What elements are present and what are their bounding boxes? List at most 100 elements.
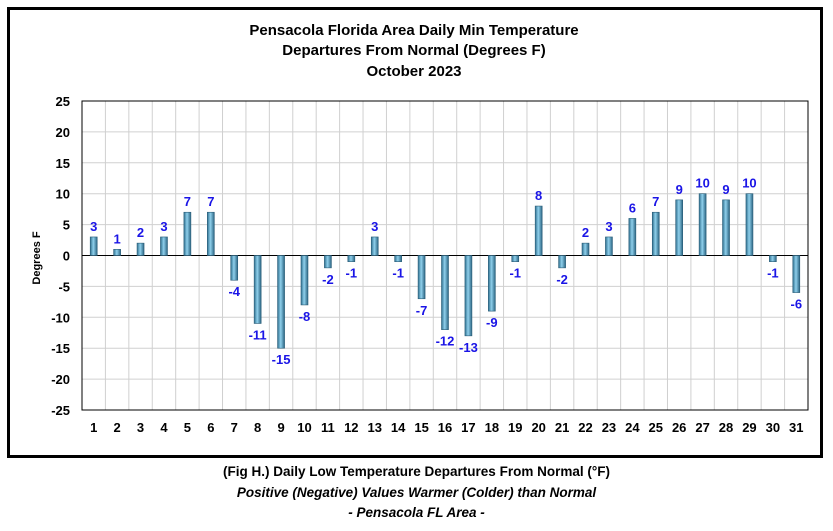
data-label: -4 (228, 284, 240, 299)
data-label: -1 (346, 266, 358, 281)
y-tick-label: 20 (56, 125, 70, 140)
bar-day-13 (370, 236, 379, 256)
data-label: 3 (160, 219, 167, 234)
data-label: 9 (676, 182, 683, 197)
x-tick-label: 13 (368, 420, 382, 435)
bar-day-14 (394, 255, 402, 262)
y-tick-label: 0 (63, 249, 70, 264)
chart-title-line-2: Departures From Normal (Degrees F) (282, 42, 545, 59)
bar-day-22 (581, 242, 590, 256)
x-tick-label: 16 (438, 420, 452, 435)
bar-day-7 (230, 255, 239, 281)
x-tick-label: 7 (231, 420, 238, 435)
bar-day-19 (511, 255, 520, 262)
x-tick-label: 20 (531, 420, 545, 435)
data-label: 2 (137, 225, 144, 240)
data-label: 10 (742, 176, 756, 191)
x-tick-label: 24 (625, 420, 640, 435)
data-label: 3 (90, 219, 97, 234)
bar-day-29 (745, 193, 754, 256)
figure-caption: (Fig H.) Daily Low Temperature Departure… (223, 464, 610, 479)
x-tick-label: 5 (184, 420, 191, 435)
x-tick-label: 25 (649, 420, 663, 435)
bar-day-21 (558, 255, 566, 269)
x-tick-label: 21 (555, 420, 569, 435)
bar-day-17 (464, 255, 473, 337)
data-label: 3 (371, 219, 378, 234)
data-label: 2 (582, 225, 589, 240)
bar-day-16 (441, 255, 449, 330)
y-tick-label: -20 (51, 372, 70, 387)
x-tick-label: 10 (297, 420, 311, 435)
bar-day-30 (769, 255, 777, 262)
data-label: -1 (767, 266, 779, 281)
data-label: 8 (535, 188, 542, 203)
x-tick-label: 9 (277, 420, 284, 435)
x-tick-label: 19 (508, 420, 522, 435)
x-tick-label: 26 (672, 420, 686, 435)
data-label: -1 (509, 266, 521, 281)
data-label: -2 (556, 272, 568, 287)
x-tick-label: 31 (789, 420, 803, 435)
data-label: -9 (486, 315, 498, 330)
x-tick-label: 2 (114, 420, 121, 435)
y-tick-label: -10 (51, 310, 70, 325)
bar-day-12 (347, 255, 356, 262)
data-label: -13 (459, 340, 478, 355)
data-label: 7 (207, 194, 214, 209)
y-tick-label: 25 (56, 94, 70, 109)
bar-day-28 (722, 199, 730, 256)
figure-area-note: - Pensacola FL Area - (348, 505, 485, 520)
bar-day-3 (136, 242, 145, 256)
bar-day-31 (792, 255, 801, 293)
plot-area: 2520151050-5-10-15-20-25311223347576-47-… (51, 94, 809, 435)
chart-title-line-1: Pensacola Florida Area Daily Min Tempera… (249, 22, 578, 39)
x-tick-label: 1 (90, 420, 97, 435)
data-label: -1 (392, 266, 404, 281)
y-axis-label: Degrees F (31, 231, 43, 284)
data-label: -6 (791, 297, 803, 312)
bar-day-15 (417, 255, 426, 300)
bar-day-6 (207, 211, 215, 256)
bar-day-23 (605, 236, 613, 256)
x-tick-label: 15 (414, 420, 428, 435)
y-tick-label: 5 (63, 218, 70, 233)
data-label: -15 (272, 352, 291, 367)
data-label: -12 (436, 334, 455, 349)
y-tick-label: -25 (51, 403, 70, 418)
data-label: 7 (652, 194, 659, 209)
data-label: 3 (605, 219, 612, 234)
bar-day-24 (628, 218, 637, 256)
x-tick-label: 28 (719, 420, 733, 435)
data-label: -7 (416, 303, 428, 318)
data-label: 7 (184, 194, 191, 209)
data-label: -2 (322, 272, 334, 287)
x-tick-label: 11 (321, 420, 335, 435)
chart-title-line-3: October 2023 (366, 63, 461, 80)
x-tick-label: 12 (344, 420, 358, 435)
bar-day-20 (534, 205, 543, 256)
bar-day-4 (160, 236, 168, 256)
x-tick-label: 22 (578, 420, 592, 435)
bar-day-18 (488, 255, 496, 312)
x-tick-label: 29 (742, 420, 756, 435)
bar-day-11 (324, 255, 332, 269)
bar-day-9 (277, 255, 285, 349)
bar-day-25 (651, 211, 660, 256)
x-tick-label: 8 (254, 420, 261, 435)
bar-day-8 (253, 255, 262, 324)
x-tick-label: 18 (485, 420, 499, 435)
y-tick-label: 15 (56, 156, 70, 171)
bar-day-26 (675, 199, 683, 256)
x-tick-label: 23 (602, 420, 616, 435)
chart-frame: Pensacola Florida Area Daily Min Tempera… (7, 7, 823, 458)
bar-day-10 (300, 255, 309, 306)
x-tick-label: 14 (391, 420, 406, 435)
bar-day-1 (89, 236, 98, 256)
x-tick-label: 17 (461, 420, 475, 435)
x-tick-label: 27 (695, 420, 709, 435)
bar-day-27 (698, 193, 707, 256)
bar-day-5 (183, 211, 192, 256)
x-tick-label: 30 (766, 420, 780, 435)
y-tick-label: -15 (51, 341, 70, 356)
